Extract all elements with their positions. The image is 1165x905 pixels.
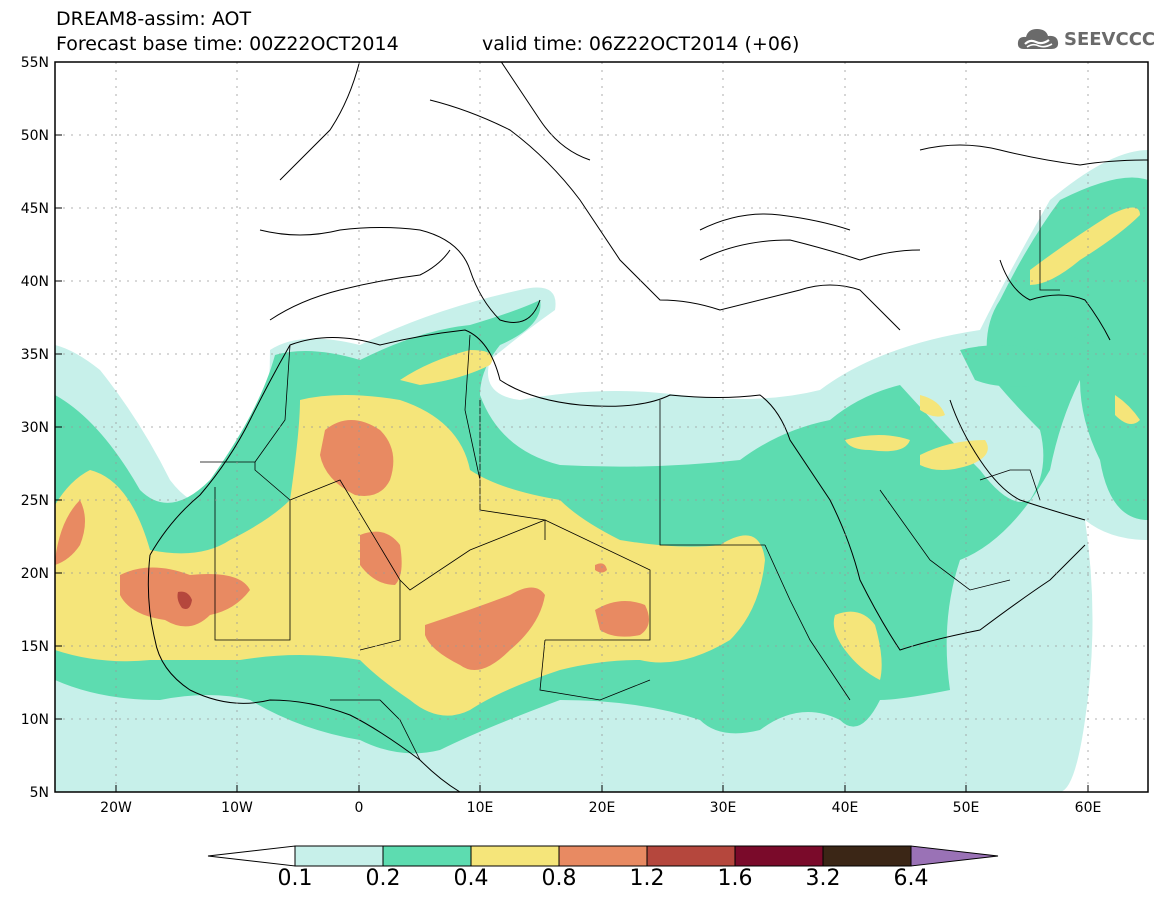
colorbar-label: 0.4 [453,866,489,891]
lon-label: 40E [832,800,859,816]
cloud-logo-icon [1017,29,1059,49]
lat-label: 15N [21,639,49,655]
colorbar-swatch [294,845,384,867]
colorbar-swatch [558,845,648,867]
colorbar-label: 0.1 [277,866,313,891]
lat-label: 55N [21,55,49,71]
lon-label: 20W [100,800,132,816]
logo-text: SEEVCCC [1064,28,1156,50]
lat-label: 25N [21,493,49,509]
colorbar-label: 0.8 [541,866,577,891]
lon-label: 50E [953,800,980,816]
lat-label: 5N [30,785,49,801]
colorbar-swatch [382,845,472,867]
map-title: DREAM8-assim: AOT [56,8,252,30]
lat-label: 50N [21,128,49,144]
valid-time: valid time: 06Z22OCT2014 (+06) [482,33,800,55]
grid-lines [55,62,1148,792]
colorbar-swatch [734,845,824,867]
lon-label: 0 [355,800,364,816]
colorbar-swatch [646,845,736,867]
colorbar [207,845,999,867]
aot-band-0.4 [55,207,1140,716]
forecast-base-time: Forecast base time: 00Z22OCT2014 [56,33,399,55]
colorbar-label: 3.2 [805,866,841,891]
lon-label: 10E [467,800,494,816]
colorbar-high-arrow [910,845,999,867]
lat-label: 45N [21,201,49,217]
lat-label: 35N [21,347,49,363]
tick-marks [55,134,1089,792]
colorbar-label: 1.6 [717,866,753,891]
colorbar-swatch [822,845,912,867]
lon-label: 10W [221,800,253,816]
lat-label: 20N [21,566,49,582]
latitude-labels: 55N 50N 45N 40N 35N 30N 25N 20N 15N 10N … [21,55,49,801]
lat-label: 30N [21,420,49,436]
lon-label: 20E [589,800,616,816]
colorbar-label: 0.2 [365,866,401,891]
aot-band-1.2 [177,591,192,609]
lat-label: 10N [21,712,49,728]
seevccc-logo: SEEVCCC [1016,24,1155,54]
colorbar-low-arrow [207,845,296,867]
lat-label: 40N [21,274,49,290]
aot-fields [55,150,1148,792]
colorbar-swatch [470,845,560,867]
coastlines [147,62,1148,792]
colorbar-label: 1.2 [629,866,665,891]
longitude-labels: 20W 10W 0 10E 20E 30E 40E 50E 60E [100,800,1101,816]
colorbar-label: 6.4 [893,866,929,891]
lon-label: 30E [710,800,737,816]
lon-label: 60E [1075,800,1102,816]
